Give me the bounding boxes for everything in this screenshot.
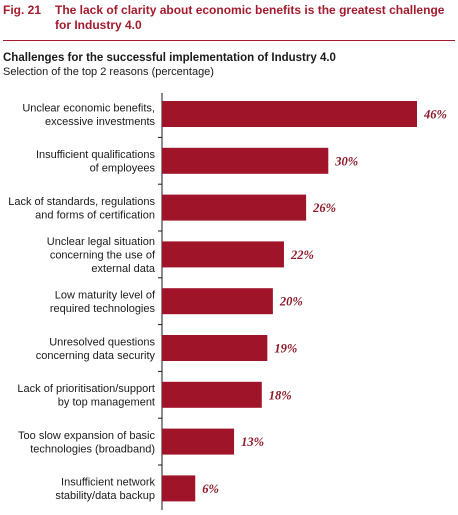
category-label: Lack of standards, regulations and forms … [8, 196, 155, 222]
value-label: 6% [202, 482, 219, 496]
value-label: 13% [241, 435, 264, 449]
category-label: Unclear legal situation concerning the us… [47, 236, 156, 275]
category-label: Low maturity level of required technologi… [50, 289, 156, 315]
bar [162, 147, 329, 174]
value-label: 46% [423, 108, 447, 122]
bar [162, 194, 307, 221]
bar [162, 101, 417, 127]
value-label: 20% [279, 295, 303, 309]
category-label: Insufficient network stability/data backu… [55, 477, 155, 503]
category-label: Unresolved questions concerning data secu… [36, 336, 156, 362]
category-label: Insufficient qualifications of employees [36, 149, 156, 175]
value-label: 26% [312, 201, 336, 215]
chart-title: Challenges for the successful implementa… [3, 52, 336, 64]
value-label: 30% [334, 154, 358, 168]
value-label: 22% [290, 248, 314, 262]
category-label: Too slow expansion of basic technologies … [18, 430, 155, 456]
bar [162, 381, 262, 408]
header-divider [3, 40, 455, 41]
chart-subtitle: Selection of the top 2 reasons (percenta… [3, 66, 214, 78]
figure-number: Fig. 21 [3, 3, 42, 17]
bar [162, 428, 235, 455]
category-label: Unclear economic benefits, excessive inve… [22, 102, 155, 128]
category-label: Lack of prioritisation/support by top man… [17, 383, 155, 409]
bar [162, 241, 284, 268]
bar [162, 335, 268, 361]
bar [162, 475, 196, 502]
figure-title: The lack of clarity about economic benef… [55, 3, 445, 32]
value-label: 19% [274, 342, 297, 356]
value-label: 18% [269, 388, 292, 402]
bar [162, 288, 273, 315]
